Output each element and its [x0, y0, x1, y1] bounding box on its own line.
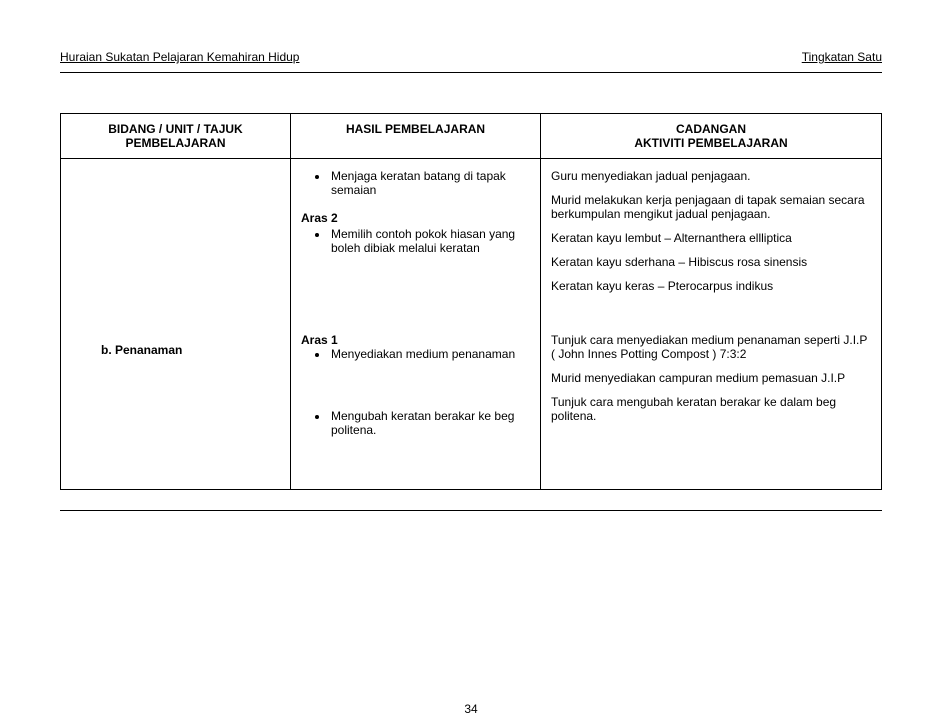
cell-outcomes-1: Menjaga keratan batang di tapak semaian …	[291, 159, 541, 324]
outcome-list: Memilih contoh pokok hiasan yang boleh d…	[301, 227, 530, 255]
activity-text: Tunjuk cara mengubah keratan berakar ke …	[551, 395, 871, 423]
level-label: Aras 2	[301, 211, 530, 225]
col-header-3-line1: CADANGAN	[676, 122, 746, 136]
page-number: 34	[0, 702, 942, 716]
cell-activities-1: Guru menyediakan jadual penjagaan. Murid…	[541, 159, 882, 324]
header-right: Tingkatan Satu	[802, 50, 882, 64]
outcome-item: Menyediakan medium penanaman	[329, 347, 530, 361]
activity-text: Keratan kayu keras – Pterocarpus indikus	[551, 279, 871, 293]
outcome-item: Mengubah keratan berakar ke beg politena…	[329, 409, 530, 437]
outcome-item: Memilih contoh pokok hiasan yang boleh d…	[329, 227, 530, 255]
table-row: Menjaga keratan batang di tapak semaian …	[61, 159, 882, 324]
header-left: Huraian Sukatan Pelajaran Kemahiran Hidu…	[60, 50, 299, 64]
level-label: Aras 1	[301, 333, 530, 347]
top-rule	[60, 72, 882, 73]
subtopic-label: b. Penanaman	[71, 333, 280, 357]
activity-text: Murid menyediakan campuran medium pemasu…	[551, 371, 871, 385]
col-header-2: HASIL PEMBELAJARAN	[291, 114, 541, 159]
outcome-item: Menjaga keratan batang di tapak semaian	[329, 169, 530, 197]
table-header-row: BIDANG / UNIT / TAJUK PEMBELAJARAN HASIL…	[61, 114, 882, 159]
table-row: b. Penanaman Aras 1 Menyediakan medium p…	[61, 323, 882, 490]
outcome-list: Mengubah keratan berakar ke beg politena…	[301, 409, 530, 437]
cell-activities-2: Tunjuk cara menyediakan medium penanaman…	[541, 323, 882, 490]
cell-outcomes-2: Aras 1 Menyediakan medium penanaman Meng…	[291, 323, 541, 490]
bottom-rule	[60, 510, 882, 511]
activity-text: Murid melakukan kerja penjagaan di tapak…	[551, 193, 871, 221]
outcome-list: Menyediakan medium penanaman	[301, 347, 530, 361]
activity-text: Keratan kayu sderhana – Hibiscus rosa si…	[551, 255, 871, 269]
activity-text: Guru menyediakan jadual penjagaan.	[551, 169, 871, 183]
syllabus-table: BIDANG / UNIT / TAJUK PEMBELAJARAN HASIL…	[60, 113, 882, 490]
outcome-list: Menjaga keratan batang di tapak semaian	[301, 169, 530, 197]
cell-topic	[61, 159, 291, 324]
col-header-3-line2: AKTIVITI PEMBELAJARAN	[634, 136, 787, 150]
page-header: Huraian Sukatan Pelajaran Kemahiran Hidu…	[60, 50, 882, 64]
activity-text: Keratan kayu lembut – Alternanthera elll…	[551, 231, 871, 245]
cell-subtopic: b. Penanaman	[61, 323, 291, 490]
activity-text: Tunjuk cara menyediakan medium penanaman…	[551, 333, 871, 361]
col-header-1: BIDANG / UNIT / TAJUK PEMBELAJARAN	[61, 114, 291, 159]
col-header-3: CADANGAN AKTIVITI PEMBELAJARAN	[541, 114, 882, 159]
